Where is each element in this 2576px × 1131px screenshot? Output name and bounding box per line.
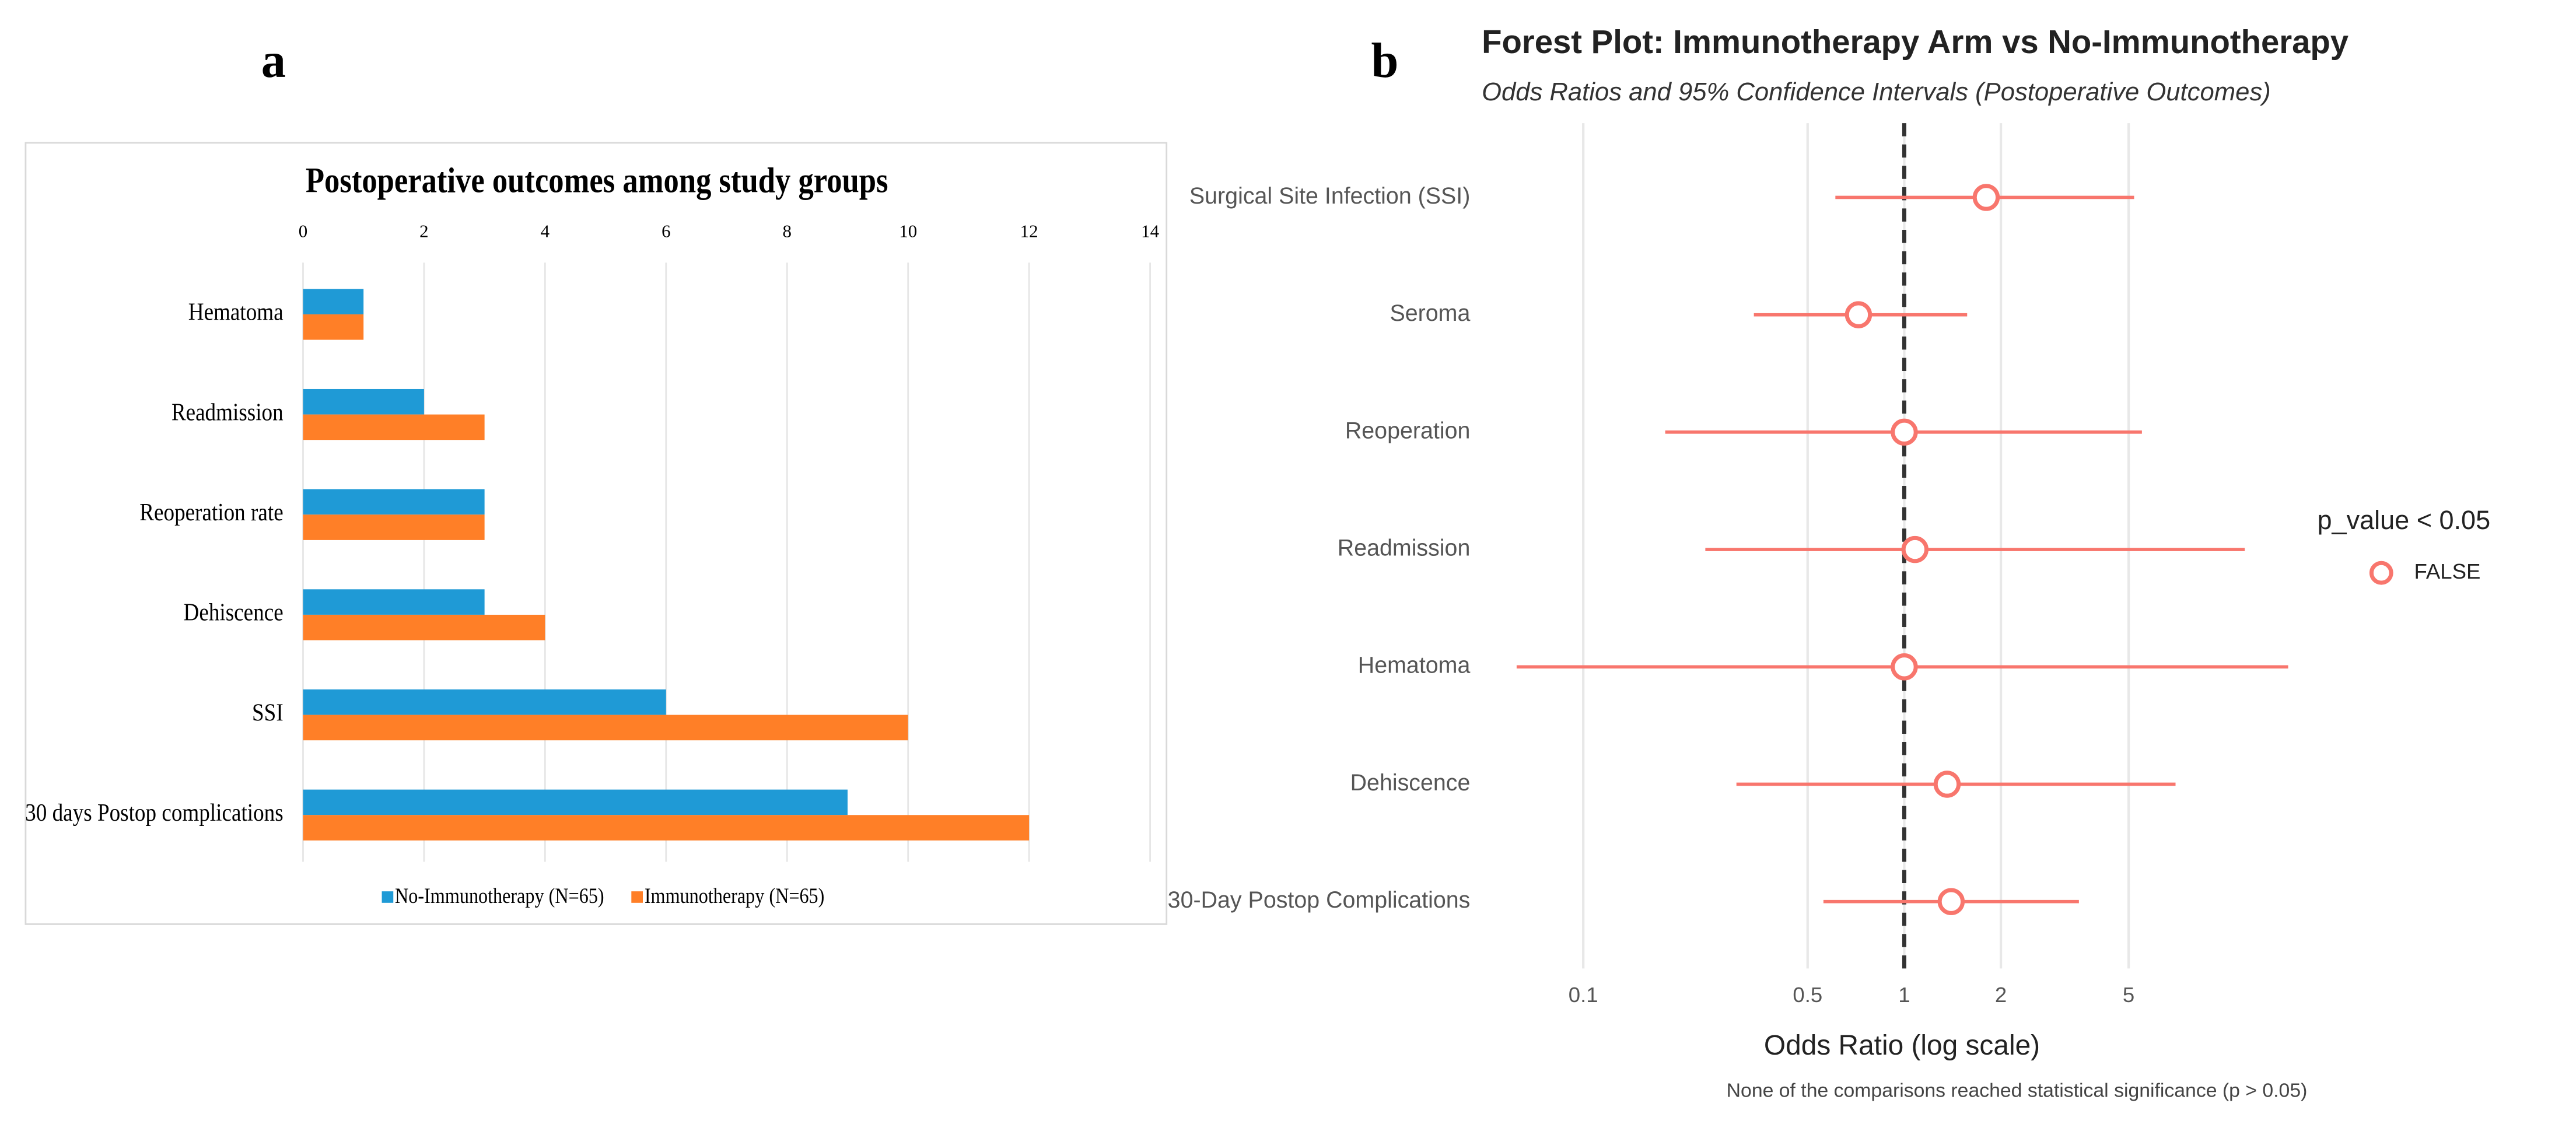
legend-swatch xyxy=(631,891,643,903)
bar xyxy=(303,589,485,615)
legend-swatch xyxy=(382,891,394,903)
bar xyxy=(303,614,545,640)
x-tick-label: 6 xyxy=(662,221,670,241)
point-estimate xyxy=(1937,888,1965,915)
legend-title: p_value < 0.05 xyxy=(2318,505,2491,535)
chart-title: Forest Plot: Immunotherapy Arm vs No-Imm… xyxy=(1482,23,2348,60)
caption: None of the comparisons reached statisti… xyxy=(1727,1079,2308,1101)
bar xyxy=(303,414,485,440)
x-tick-label: 4 xyxy=(541,221,550,241)
x-tick-label: 5 xyxy=(2123,983,2134,1007)
x-axis-label: Odds Ratio (log scale) xyxy=(1764,1030,2040,1061)
x-tick-label: 10 xyxy=(899,221,917,241)
bar xyxy=(303,289,364,314)
legend-label: Immunotherapy (N=65) xyxy=(645,884,825,908)
y-tick-label: 30-Day Postop Complications xyxy=(1168,887,1471,913)
legend-label: No-Immunotherapy (N=65) xyxy=(395,884,604,908)
y-tick-label: Readmission xyxy=(1338,535,1471,561)
panel-label: b xyxy=(1371,34,1399,88)
panel-label: a xyxy=(261,34,286,88)
y-tick-label: Reoperation xyxy=(1345,418,1471,443)
point-estimate xyxy=(1901,535,1929,563)
x-tick-label: 0.1 xyxy=(1569,983,1598,1007)
x-tick-label: 8 xyxy=(783,221,792,241)
bar xyxy=(303,314,364,340)
legend-marker xyxy=(2369,561,2393,585)
x-tick-label: 0 xyxy=(299,221,307,241)
x-tick-label: 14 xyxy=(1141,221,1159,241)
y-tick-label: Dehiscence xyxy=(1350,770,1471,796)
bar xyxy=(303,789,848,815)
x-tick-label: 12 xyxy=(1020,221,1038,241)
legend-label: FALSE xyxy=(2414,559,2481,583)
chart-title: Postoperative outcomes among study group… xyxy=(306,161,888,201)
x-tick-label: 2 xyxy=(419,221,428,241)
point-estimate xyxy=(1845,301,1873,328)
chart-subtitle: Odds Ratios and 95% Confidence Intervals… xyxy=(1482,78,2271,106)
y-tick-label: Hematoma xyxy=(188,298,284,325)
y-tick-label: Readmission xyxy=(172,398,284,426)
x-tick-label: 0.5 xyxy=(1793,983,1822,1007)
point-estimate xyxy=(1933,771,1961,798)
y-tick-label: 30 days Postop complications xyxy=(25,799,284,827)
x-tick-label: 2 xyxy=(1995,983,2007,1007)
bar xyxy=(303,388,424,415)
bar xyxy=(303,689,666,715)
point-estimate xyxy=(1891,653,1918,681)
bar xyxy=(303,514,485,540)
bar xyxy=(303,715,908,741)
y-tick-label: SSI xyxy=(252,699,284,726)
bar xyxy=(303,815,1030,841)
x-tick-label: 1 xyxy=(1898,983,1910,1007)
y-tick-label: Surgical Site Infection (SSI) xyxy=(1189,183,1470,209)
point-estimate xyxy=(1972,184,2000,211)
y-tick-label: Reoperation rate xyxy=(139,499,283,526)
y-tick-label: Hematoma xyxy=(1358,653,1471,678)
y-tick-label: Dehiscence xyxy=(184,598,284,626)
bar xyxy=(303,489,485,515)
y-tick-label: Seroma xyxy=(1390,300,1471,326)
point-estimate xyxy=(1891,418,1918,446)
